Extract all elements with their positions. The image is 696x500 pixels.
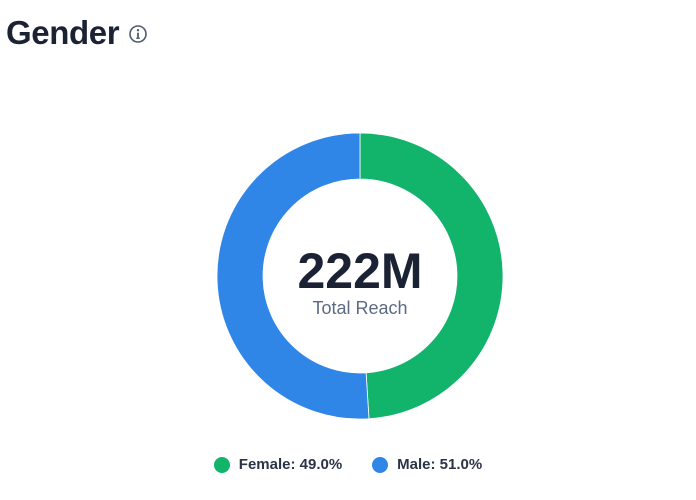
center-label: Total Reach [312, 298, 407, 318]
chart-legend: Female: 49.0% Male: 51.0% [0, 456, 696, 473]
center-value: 222M [297, 243, 422, 299]
chart-header: Gender [6, 16, 148, 49]
legend-swatch-female [213, 456, 230, 473]
legend-label-male: Male: 51.0% [397, 456, 483, 473]
legend-label-female: Female: 49.0% [238, 456, 343, 473]
legend-item-male[interactable]: Male: 51.0% [372, 456, 482, 473]
legend-item-female[interactable]: Female: 49.0% [213, 456, 343, 473]
donut-slices [216, 132, 504, 420]
chart-title: Gender [6, 14, 120, 51]
legend-swatch-male [372, 456, 389, 473]
info-icon[interactable] [128, 24, 148, 44]
donut-slice-male[interactable] [216, 132, 370, 420]
donut-slice-female[interactable] [359, 132, 504, 420]
